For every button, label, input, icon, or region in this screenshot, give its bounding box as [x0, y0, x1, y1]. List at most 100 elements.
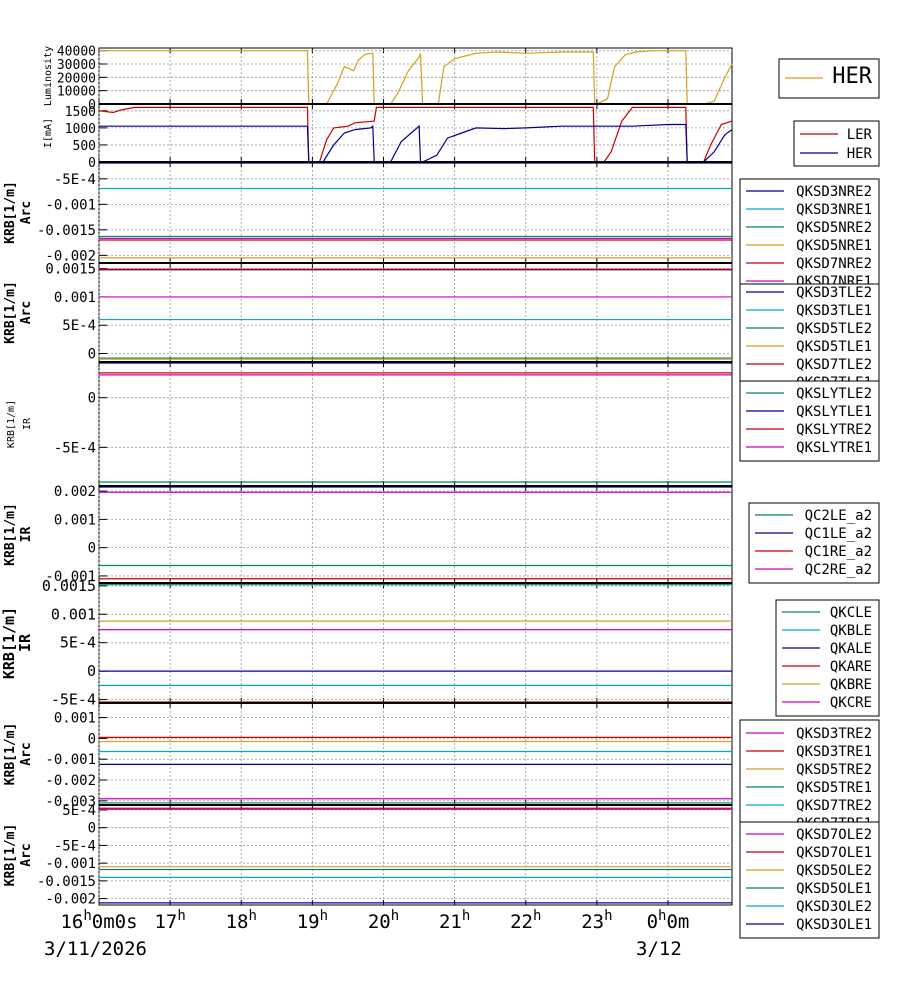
y-tick-label: 1500	[65, 105, 96, 120]
y-tick-label: 5E-4	[62, 318, 96, 334]
legend-box	[739, 380, 880, 462]
y-tick-label: 0.002	[54, 484, 96, 500]
legend-entry: QKSD7NRE2	[796, 256, 872, 272]
y-tick-label: -0.002	[45, 248, 96, 264]
time-tick-label: 16h0m0s	[60, 908, 137, 933]
legend-entry: HER	[847, 146, 873, 162]
chart-panel-3: -5E-4 -0.001 -0.0015 -0.002 KRB[1/m] Arc	[3, 161, 733, 264]
legend-box	[793, 120, 880, 167]
legend-entry: QKSD5NRE2	[796, 220, 872, 236]
legend-panel-6: QC2LE_a2 QC1LE_a2 QC1RE_a2 QC2RE_a2	[748, 502, 880, 584]
legend-entry: QKARE	[830, 659, 872, 675]
y-axis-label: KRB[1/m]	[0, 607, 18, 679]
y-tick-label: 0	[88, 731, 96, 747]
y-axis-label-section: Arc	[19, 843, 34, 866]
y-tick-label: -0.003	[45, 794, 96, 810]
y-tick-label: 30000	[57, 58, 96, 73]
y-tick-label: 5E-4	[62, 803, 96, 819]
chart-panel-8: 0.001 0 -0.001 -0.002 -0.003 KRB[1/m] Arc	[3, 702, 733, 810]
chart-panel-7: 0.0015 0.001 5E-4 0 -5E-4 KRB[1/m]IR	[0, 577, 733, 709]
legend-entry: QKSD7OLE2	[796, 827, 872, 843]
chart-panel-2: 1500 1000 500 0 I[mA]	[43, 103, 733, 171]
y-tick-label: -0.001	[45, 856, 96, 872]
y-tick-label: -0.001	[45, 569, 96, 585]
legend-entry: QKSD7OLE1	[796, 845, 872, 861]
legend-entry: LER	[847, 127, 873, 143]
y-tick-label: -0.002	[45, 773, 96, 789]
series-line-her	[99, 123, 733, 163]
y-tick-label: -5E-4	[51, 691, 96, 709]
legend-box	[775, 599, 880, 717]
chart-panel-4: 0.0015 0.001 5E-4 0 KRB[1/m] Arc	[3, 262, 733, 363]
time-tick-label: 18h	[226, 908, 257, 933]
series-group	[99, 486, 732, 580]
y-axis-label: I[mA]	[43, 118, 54, 148]
y-tick-label: 0	[88, 347, 96, 363]
y-tick-label: 0	[87, 662, 96, 680]
y-tick-label: 0	[88, 821, 96, 837]
y-axis-label-section: Arc	[19, 301, 34, 324]
legend-entry: QKSLYTRE1	[796, 440, 872, 456]
y-tick-label: 0.001	[54, 512, 96, 528]
legend-panel-1: HER	[778, 58, 880, 99]
y-tick-label: 20000	[57, 71, 96, 86]
plot-frame	[98, 485, 733, 584]
legend-box	[739, 283, 880, 396]
legend-panel-5: QKSLYTLE2 QKSLYTLE1 QKSLYTRE2 QKSLYTRE1	[739, 380, 880, 462]
legend-entry: QKSD5TRE2	[796, 762, 872, 778]
y-tick-label: 0	[88, 98, 96, 113]
chart-panel-5: 0 -5E-4 KRB[1/m] IR	[6, 361, 733, 487]
legend-entry: QKSD3NRE1	[796, 202, 872, 218]
y-tick-label: -0.0015	[37, 223, 96, 239]
y-axis-label-section: IR	[16, 633, 34, 652]
legend-entry: QKCRE	[830, 695, 872, 711]
plot-frame	[98, 47, 733, 105]
legend-entry: QKSD7TLE2	[796, 357, 872, 373]
y-tick-label: 10000	[57, 85, 96, 100]
y-axis-label: KRB[1/m]	[3, 723, 18, 786]
y-tick-label: 0	[88, 156, 96, 171]
y-axis-label: KRB[1/m]	[3, 503, 18, 566]
legend-entry: HER	[832, 64, 872, 89]
y-tick-label: -5E-4	[54, 172, 96, 188]
legend-entry: QKALE	[830, 641, 872, 657]
time-tick-label: 0h0m	[647, 908, 690, 933]
plot-frame	[98, 262, 733, 363]
y-tick-label: 0.0015	[42, 577, 96, 595]
date-label-start: 3/11/2026	[44, 938, 147, 960]
y-axis-label: KRB[1/m]	[3, 181, 18, 244]
legend-entry: QKSD5TLE2	[796, 321, 872, 337]
legend-panel-3: QKSD3NRE2 QKSD3NRE1 QKSD5NRE2 QKSD5NRE1 QKSD…	[739, 178, 880, 291]
y-tick-label: 0	[88, 541, 96, 557]
plot-frame	[98, 161, 733, 264]
date-label-end: 3/12	[636, 938, 682, 960]
time-tick-label: 22h	[510, 908, 541, 933]
chart-panel-6: 0.002 0.001 0 -0.001 KRB[1/m] IR	[3, 484, 733, 585]
time-tick-label: 23h	[581, 908, 612, 933]
legend-entry: QKSD3TRE1	[796, 744, 872, 760]
legend-panel-4: QKSD3TLE2 QKSD3TLE1 QKSD5TLE2 QKSD5TLE1 QKSD…	[739, 283, 880, 396]
legend-panel-8: QKSD3TRE2 QKSD3TRE1 QKSD5TRE2 QKSD5TRE1 QKSD…	[739, 719, 880, 832]
legend-entry: QKSD3TRE2	[796, 726, 872, 742]
legend-entry: QC1LE_a2	[805, 526, 872, 542]
legend-box	[748, 502, 880, 584]
series-line-her	[99, 50, 733, 105]
y-tick-label: 0.001	[54, 711, 96, 727]
legend-entry: QKBRE	[830, 677, 872, 693]
series-group	[99, 50, 733, 105]
legend-entry: QKSD5OLE2	[796, 863, 872, 879]
legend-entry: QKSLYTLE1	[796, 404, 872, 420]
series-group	[99, 736, 732, 804]
y-tick-label: -0.002	[45, 892, 96, 908]
legend-entry: QKSD5NRE1	[796, 238, 872, 254]
legend-entry: QKCLE	[830, 605, 872, 621]
legend-entry: QKSD5OLE1	[796, 881, 872, 897]
legend-entry: QKBLE	[830, 623, 872, 639]
y-tick-label: 500	[73, 139, 96, 154]
y-tick-label: 1000	[65, 122, 96, 137]
y-tick-label: 0.0015	[45, 262, 96, 278]
y-tick-label: 0	[88, 391, 96, 407]
y-tick-label: 0.001	[54, 290, 96, 306]
